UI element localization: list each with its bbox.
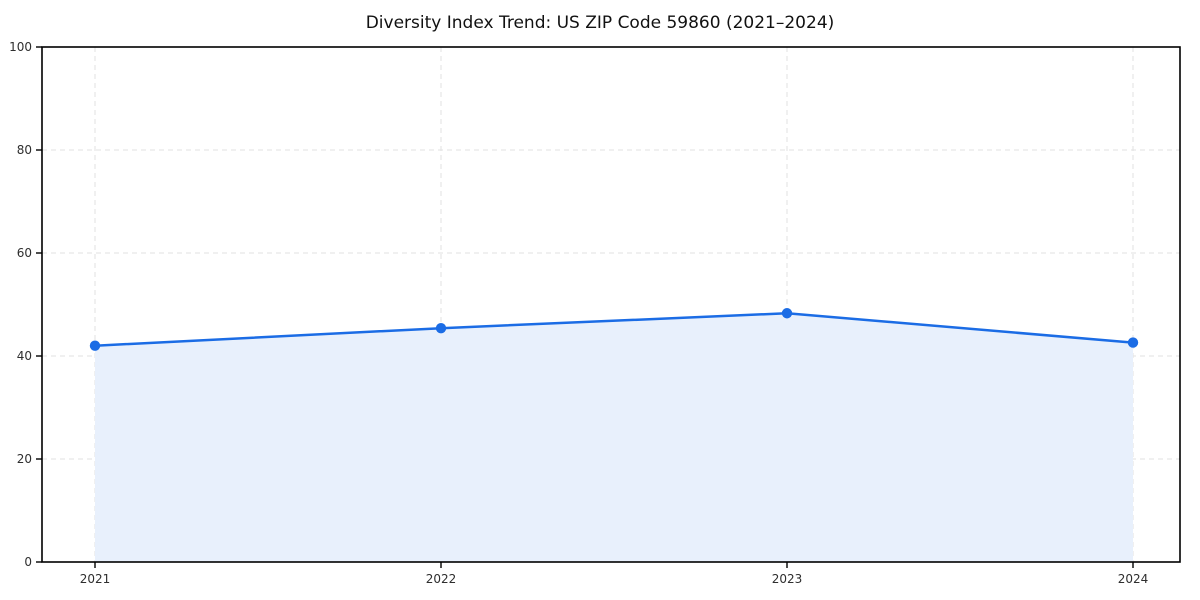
x-tick-label: 2024 (1118, 572, 1149, 586)
y-tick-label: 40 (17, 349, 32, 363)
data-point-marker (1127, 337, 1139, 348)
chart-title: Diversity Index Trend: US ZIP Code 59860… (365, 13, 835, 33)
x-tick-label: 2023 (772, 572, 803, 586)
y-tick-label: 60 (17, 246, 32, 260)
data-point-marker (781, 308, 793, 319)
area-fill (95, 313, 1133, 562)
y-tick-label: 100 (9, 40, 32, 54)
data-point-marker (435, 322, 447, 334)
x-tick-label: 2021 (80, 572, 111, 586)
y-tick-label: 20 (17, 452, 32, 466)
series-line (93, 312, 1135, 347)
plot-border (41, 46, 1181, 563)
y-tick-label: 80 (17, 143, 32, 157)
x-tick-label: 2022 (426, 572, 457, 586)
data-point-marker (89, 340, 101, 351)
y-tick-label: 0 (24, 555, 32, 569)
